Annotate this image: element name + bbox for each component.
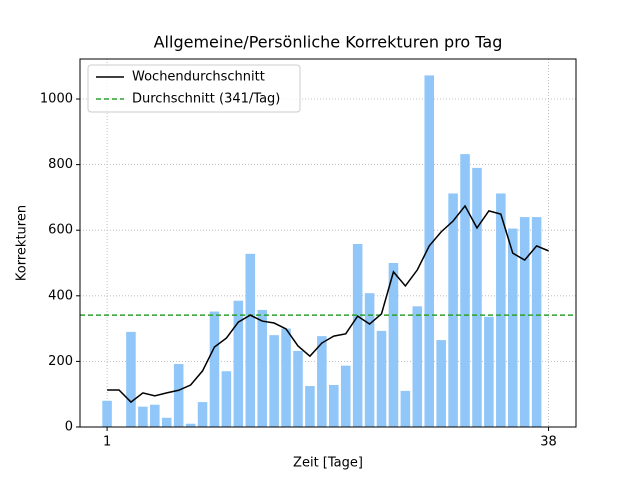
bar [245, 253, 256, 427]
bar [531, 217, 542, 427]
bar [376, 330, 387, 427]
bar [496, 193, 506, 427]
bar [269, 335, 279, 427]
bar [293, 350, 303, 427]
bar [185, 423, 196, 427]
legend-label: Durchschnitt (341/Tag) [132, 92, 280, 107]
bar [472, 167, 482, 427]
y-tick-label: 1000 [40, 92, 73, 107]
y-tick-label: 400 [48, 288, 73, 303]
bar [197, 402, 208, 427]
bar [388, 263, 399, 427]
bar [329, 385, 339, 427]
bar [305, 386, 315, 427]
bar [412, 306, 423, 427]
bar [233, 300, 244, 427]
bar [352, 243, 363, 427]
legend-box [87, 64, 301, 113]
line-series [107, 204, 549, 404]
bar [400, 390, 411, 427]
bar [161, 417, 172, 427]
bar [281, 328, 291, 427]
y-axis-label: Korrekturen [15, 205, 30, 281]
bar [138, 406, 148, 427]
bar [448, 193, 458, 427]
bar [209, 311, 220, 427]
bar [317, 336, 327, 427]
bar [173, 364, 184, 427]
bar [364, 293, 375, 427]
bar [436, 340, 446, 427]
bar [507, 228, 518, 427]
bar [257, 309, 267, 427]
bar [460, 154, 470, 428]
bar [126, 331, 136, 427]
bar [519, 217, 530, 427]
legend-label: Wochendurchschnitt [132, 70, 265, 85]
chart-title: Allgemeine/Persönliche Korrekturen pro T… [154, 33, 503, 52]
bar [484, 316, 494, 427]
y-tick-label: 800 [48, 157, 73, 172]
y-tick-label: 600 [48, 223, 73, 238]
bar [221, 371, 232, 427]
x-axis-label: Zeit [Tage] [293, 456, 363, 471]
y-tick-label: 200 [48, 354, 73, 369]
x-tick-label: 38 [540, 435, 557, 450]
x-tick-label: 1 [103, 435, 111, 450]
y-tick-label: 0 [65, 420, 73, 435]
axes-frame [79, 58, 577, 428]
bar [102, 400, 112, 427]
bar [340, 365, 351, 427]
bar [424, 75, 435, 427]
bar [150, 404, 160, 427]
